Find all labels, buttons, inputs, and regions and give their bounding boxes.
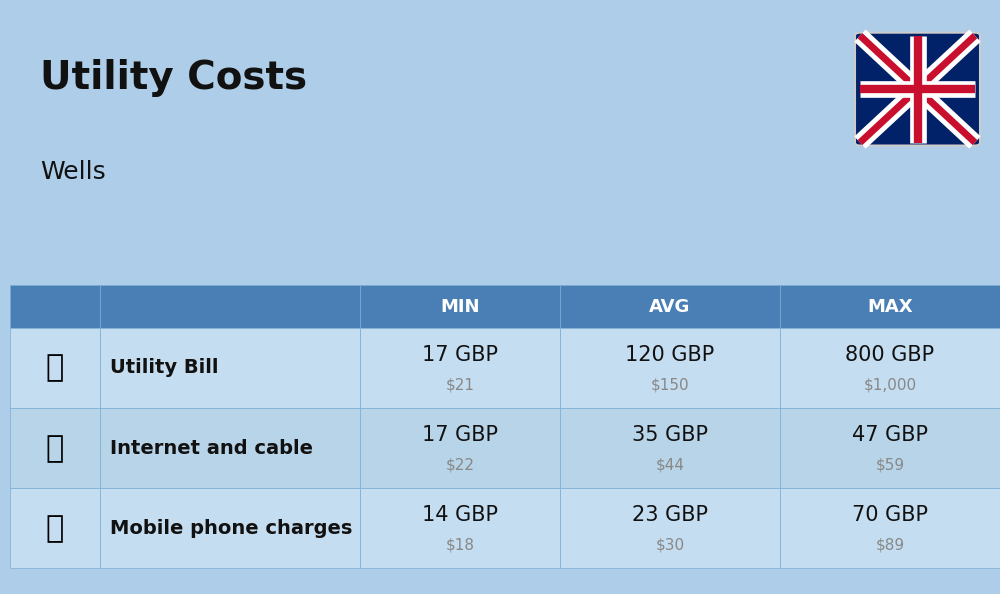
FancyBboxPatch shape [780, 488, 1000, 568]
Text: MIN: MIN [440, 298, 480, 315]
FancyBboxPatch shape [10, 408, 100, 488]
Text: 70 GBP: 70 GBP [852, 505, 928, 525]
FancyBboxPatch shape [100, 328, 360, 408]
Text: 17 GBP: 17 GBP [422, 345, 498, 365]
Text: 17 GBP: 17 GBP [422, 425, 498, 445]
FancyBboxPatch shape [780, 285, 1000, 328]
FancyBboxPatch shape [360, 408, 560, 488]
Text: Internet and cable: Internet and cable [110, 439, 313, 457]
Text: $30: $30 [655, 538, 685, 552]
Text: 14 GBP: 14 GBP [422, 505, 498, 525]
FancyBboxPatch shape [360, 285, 560, 328]
FancyBboxPatch shape [560, 285, 780, 328]
Text: $18: $18 [445, 538, 474, 552]
Text: $89: $89 [875, 538, 905, 552]
FancyBboxPatch shape [560, 408, 780, 488]
FancyBboxPatch shape [100, 408, 360, 488]
Text: Utility Bill: Utility Bill [110, 359, 218, 377]
Text: Utility Costs: Utility Costs [40, 59, 307, 97]
Text: 🔌: 🔌 [46, 353, 64, 383]
Text: $21: $21 [445, 377, 474, 392]
FancyBboxPatch shape [10, 488, 100, 568]
Text: 47 GBP: 47 GBP [852, 425, 928, 445]
Text: 120 GBP: 120 GBP [625, 345, 715, 365]
Text: Mobile phone charges: Mobile phone charges [110, 519, 352, 538]
FancyBboxPatch shape [100, 488, 360, 568]
Text: 📱: 📱 [46, 514, 64, 543]
FancyBboxPatch shape [780, 328, 1000, 408]
Text: $1,000: $1,000 [863, 377, 917, 392]
Text: 800 GBP: 800 GBP [845, 345, 935, 365]
FancyBboxPatch shape [360, 488, 560, 568]
FancyBboxPatch shape [10, 328, 100, 408]
FancyBboxPatch shape [780, 408, 1000, 488]
Text: 35 GBP: 35 GBP [632, 425, 708, 445]
Text: $150: $150 [651, 377, 689, 392]
FancyBboxPatch shape [10, 285, 100, 328]
FancyBboxPatch shape [560, 488, 780, 568]
Text: AVG: AVG [649, 298, 691, 315]
Text: $44: $44 [656, 457, 684, 472]
FancyBboxPatch shape [855, 33, 980, 146]
FancyBboxPatch shape [100, 285, 360, 328]
Text: Wells: Wells [40, 160, 106, 184]
Text: $22: $22 [445, 457, 474, 472]
FancyBboxPatch shape [560, 328, 780, 408]
Text: 📡: 📡 [46, 434, 64, 463]
FancyBboxPatch shape [360, 328, 560, 408]
Text: $59: $59 [875, 457, 905, 472]
Text: 23 GBP: 23 GBP [632, 505, 708, 525]
Text: MAX: MAX [867, 298, 913, 315]
